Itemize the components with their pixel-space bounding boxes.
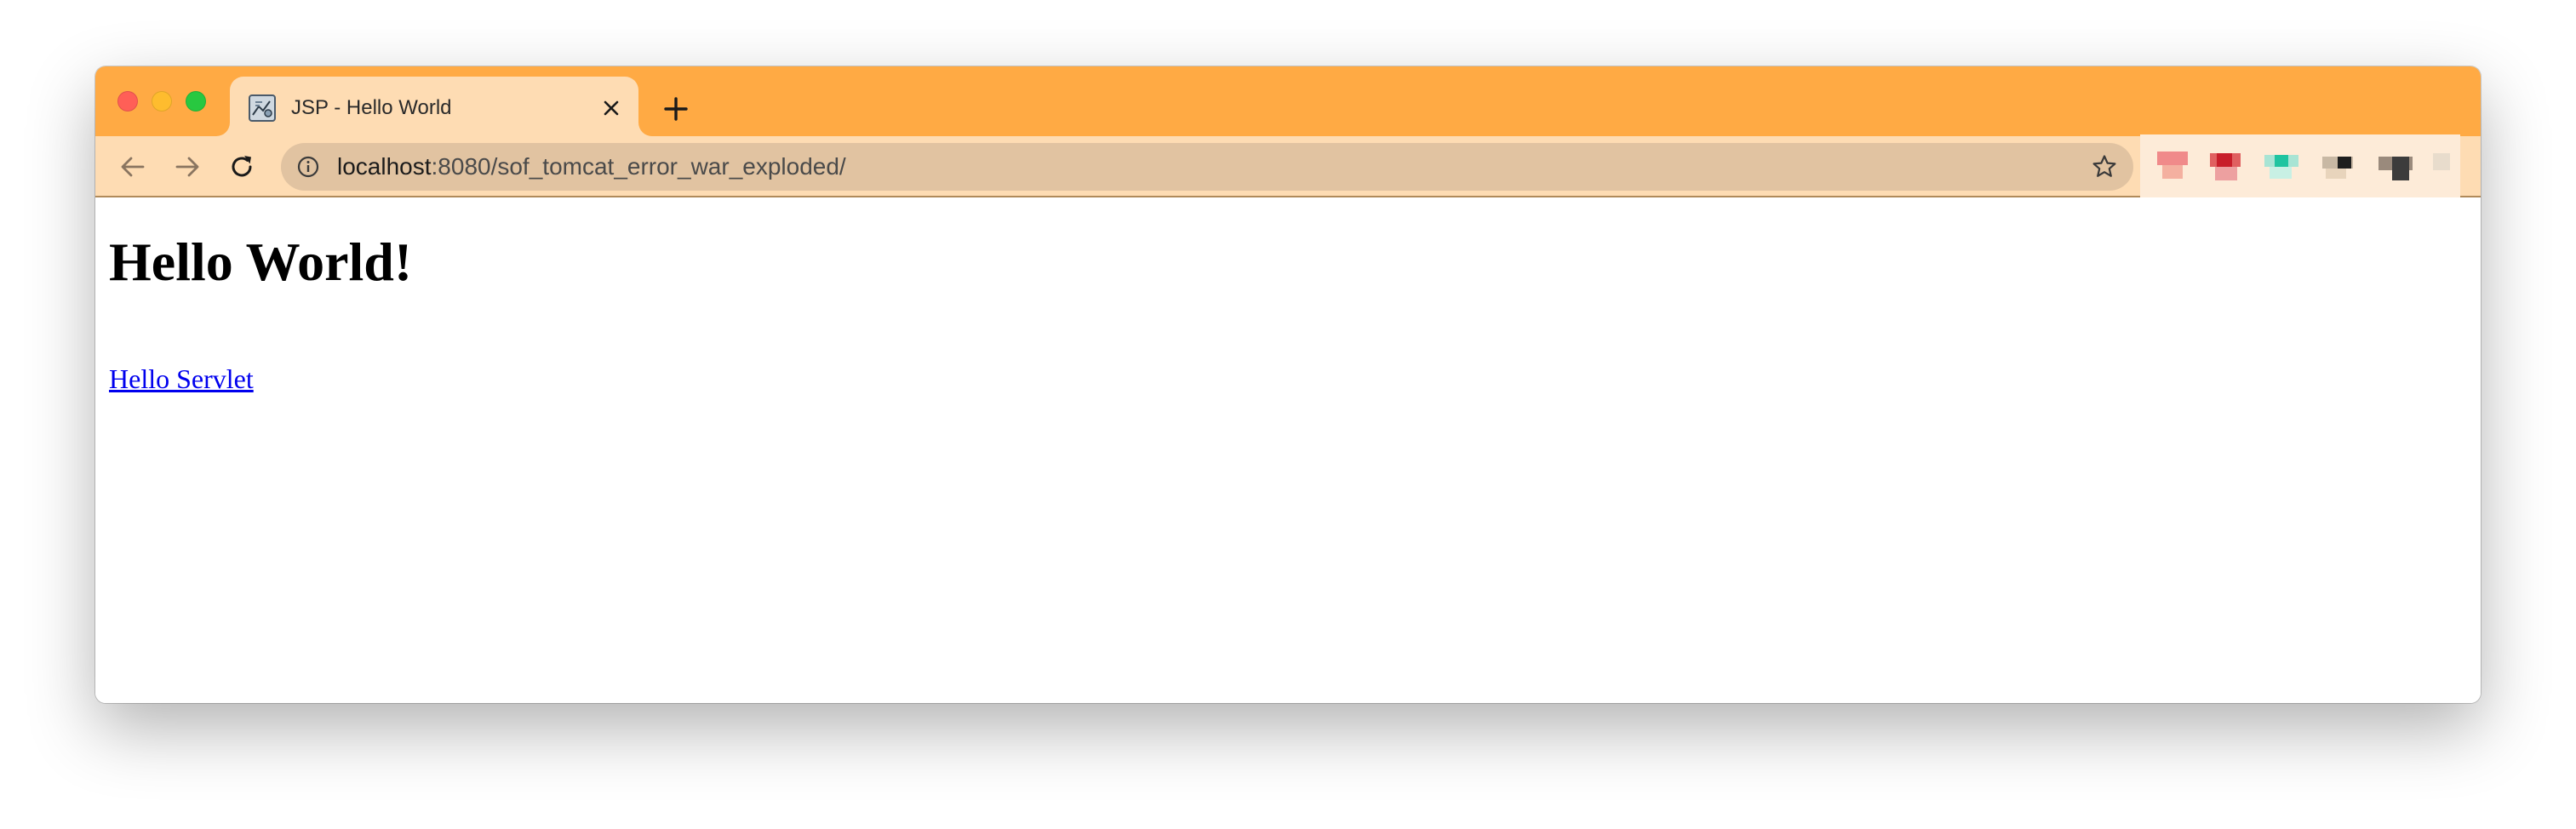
forward-arrow-icon[interactable]: [172, 152, 203, 182]
back-arrow-icon[interactable]: [117, 152, 148, 182]
info-icon[interactable]: [296, 155, 320, 179]
hello-servlet-link[interactable]: Hello Servlet: [109, 363, 254, 394]
tab-jsp-hello-world[interactable]: JSP - Hello World: [230, 77, 638, 136]
maximize-window-button[interactable]: [186, 91, 206, 111]
page-content: Hello World! Hello Servlet: [95, 199, 2481, 703]
tab-title: JSP - Hello World: [291, 96, 452, 119]
page-heading: Hello World!: [109, 232, 413, 292]
reload-icon[interactable]: [226, 152, 257, 182]
toolbar: localhost:8080/sof_tomcat_error_war_expl…: [95, 134, 2481, 197]
close-window-button[interactable]: [117, 91, 138, 111]
close-icon[interactable]: [599, 96, 623, 120]
extension-icon-2[interactable]: [2210, 146, 2241, 182]
url-host: localhost: [337, 153, 432, 180]
extension-icon-3[interactable]: [2264, 146, 2298, 182]
plus-icon[interactable]: [661, 94, 691, 124]
star-icon[interactable]: [2091, 153, 2118, 180]
minimize-window-button[interactable]: [152, 91, 172, 111]
extensions-area: [2140, 134, 2460, 197]
extension-icon-6[interactable]: [2433, 153, 2450, 170]
browser-window: JSP - Hello World localhost: [95, 66, 2481, 703]
extension-icon-1[interactable]: [2157, 146, 2188, 182]
address-bar[interactable]: localhost:8080/sof_tomcat_error_war_expl…: [281, 143, 2133, 191]
url-path: :8080/sof_tomcat_error_war_exploded/: [431, 153, 846, 180]
extension-icon-4[interactable]: [2322, 146, 2353, 182]
extension-icon-5[interactable]: [2379, 146, 2413, 184]
tab-strip: JSP - Hello World: [95, 66, 2481, 136]
url-text[interactable]: localhost:8080/sof_tomcat_error_war_expl…: [337, 153, 846, 180]
tomcat-icon: [249, 94, 276, 122]
